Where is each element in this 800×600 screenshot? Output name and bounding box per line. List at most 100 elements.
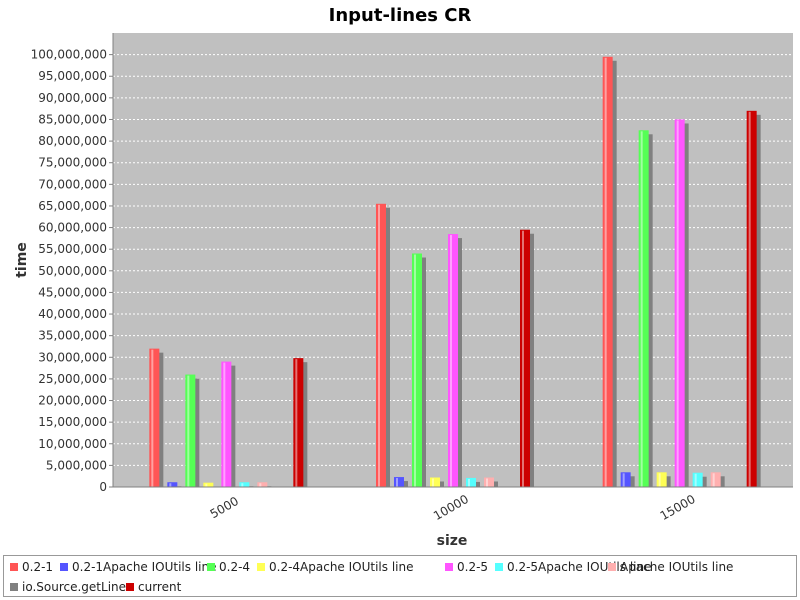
bar-highlight bbox=[486, 478, 488, 487]
bar bbox=[466, 477, 476, 487]
legend-item: 0.2-4Apache IOUtils line bbox=[257, 560, 414, 574]
legend-label: current bbox=[138, 580, 182, 594]
y-tick-label: 25,000,000 bbox=[38, 372, 107, 386]
legend-swatch bbox=[60, 563, 68, 571]
y-tick-label: 35,000,000 bbox=[38, 329, 107, 343]
legend-label: 0.2-4Apache IOUtils line bbox=[269, 560, 414, 574]
legend-item: Apache IOUtils line bbox=[608, 560, 733, 574]
y-tick-label: 40,000,000 bbox=[38, 307, 107, 321]
bar-highlight bbox=[748, 111, 751, 487]
y-axis-ticks: 0 5,000,000 10,000,000 15,000,000 20,000,000… bbox=[31, 48, 113, 494]
legend-item: 0.2-1Apache IOUtils line bbox=[60, 560, 217, 574]
x-tick-label: 15000 bbox=[658, 492, 698, 523]
y-tick-label: 15,000,000 bbox=[38, 415, 107, 429]
bar bbox=[674, 119, 685, 487]
y-tick-label: 50,000,000 bbox=[38, 264, 107, 278]
bar bbox=[239, 482, 250, 487]
y-tick-label: 0 bbox=[99, 480, 107, 494]
x-tick-label: 5000 bbox=[208, 494, 241, 521]
bar bbox=[656, 472, 667, 487]
y-axis-label: time bbox=[14, 242, 30, 278]
bar bbox=[149, 348, 160, 487]
bar bbox=[412, 253, 422, 487]
legend-swatch bbox=[608, 563, 616, 571]
legend-item: 0.2-1 bbox=[10, 560, 53, 574]
bar bbox=[394, 477, 404, 487]
bar bbox=[203, 482, 214, 487]
y-tick-label: 75,000,000 bbox=[38, 156, 107, 170]
bar bbox=[484, 477, 494, 487]
bar bbox=[221, 361, 232, 487]
y-tick-label: 5,000,000 bbox=[46, 458, 107, 472]
bar bbox=[293, 358, 304, 487]
y-tick-label: 55,000,000 bbox=[38, 242, 107, 256]
bar bbox=[746, 110, 757, 487]
bar-highlight bbox=[622, 473, 625, 487]
bar-highlight bbox=[295, 359, 298, 487]
y-tick-label: 70,000,000 bbox=[38, 177, 107, 191]
y-tick-label: 20,000,000 bbox=[38, 394, 107, 408]
bar-highlight bbox=[187, 375, 190, 487]
x-axis-ticks: 5000 10000 15000 bbox=[208, 492, 698, 523]
bar-highlight bbox=[151, 349, 154, 487]
chart-title: Input-lines CR bbox=[329, 5, 472, 26]
legend-item: io.Source.getLines bbox=[10, 580, 132, 594]
axes bbox=[112, 33, 793, 488]
legend-item: 0.2-5 bbox=[445, 560, 488, 574]
bar-highlight bbox=[658, 473, 661, 487]
bar bbox=[710, 472, 721, 487]
legend-label: 0.2-4 bbox=[219, 560, 251, 574]
x-axis-label: size bbox=[437, 533, 468, 549]
y-tick-label: 90,000,000 bbox=[38, 91, 107, 105]
legend-label: 0.2-1Apache IOUtils line bbox=[72, 560, 217, 574]
bar-highlight bbox=[223, 362, 226, 487]
legend-swatch bbox=[257, 563, 265, 571]
bars bbox=[149, 56, 761, 488]
legend-swatch bbox=[207, 563, 215, 571]
legend-swatch bbox=[10, 563, 18, 571]
legend-label: 0.2-5 bbox=[457, 560, 489, 574]
y-tick-label: 85,000,000 bbox=[38, 112, 107, 126]
y-tick-label: 60,000,000 bbox=[38, 221, 107, 235]
y-tick-label: 45,000,000 bbox=[38, 285, 107, 299]
bar-highlight bbox=[676, 120, 679, 487]
bar bbox=[448, 234, 458, 487]
bar-highlight bbox=[640, 131, 643, 488]
bar-highlight bbox=[378, 204, 380, 488]
legend: 0.2-1 0.2-1Apache IOUtils line 0.2-4 0.2-4A… bbox=[3, 555, 797, 597]
legend-label: Apache IOUtils line bbox=[620, 560, 734, 574]
bar-highlight bbox=[396, 478, 398, 487]
bar bbox=[376, 203, 386, 488]
bar-highlight bbox=[241, 483, 244, 487]
bar bbox=[185, 374, 196, 487]
bar bbox=[430, 477, 440, 487]
y-tick-label: 30,000,000 bbox=[38, 350, 107, 364]
legend-label: 0.2-1 bbox=[22, 560, 54, 574]
bar bbox=[167, 482, 178, 487]
bar bbox=[620, 472, 631, 487]
y-tick-label: 65,000,000 bbox=[38, 199, 107, 213]
y-tick-label: 95,000,000 bbox=[38, 69, 107, 83]
bar-highlight bbox=[694, 473, 697, 487]
bar bbox=[520, 229, 530, 487]
legend-swatch bbox=[10, 583, 18, 591]
legend-swatch bbox=[126, 583, 134, 591]
bar-highlight bbox=[522, 230, 524, 487]
y-tick-label: 80,000,000 bbox=[38, 134, 107, 148]
bar-highlight bbox=[259, 483, 262, 487]
y-tick-label: 100,000,000 bbox=[31, 48, 107, 62]
bar bbox=[638, 130, 649, 488]
legend-item: current bbox=[126, 580, 181, 594]
bar-highlight bbox=[468, 478, 470, 487]
bar-highlight bbox=[604, 57, 607, 488]
legend-label: io.Source.getLines bbox=[22, 580, 133, 594]
legend-swatch bbox=[495, 563, 503, 571]
y-tick-label: 10,000,000 bbox=[38, 437, 107, 451]
bar-highlight bbox=[432, 478, 434, 487]
bar-highlight bbox=[169, 483, 172, 487]
legend-swatch bbox=[445, 563, 453, 571]
bar-highlight bbox=[712, 473, 715, 487]
bar-highlight bbox=[205, 483, 208, 487]
x-tick-label: 10000 bbox=[431, 492, 471, 523]
bar bbox=[602, 56, 613, 488]
